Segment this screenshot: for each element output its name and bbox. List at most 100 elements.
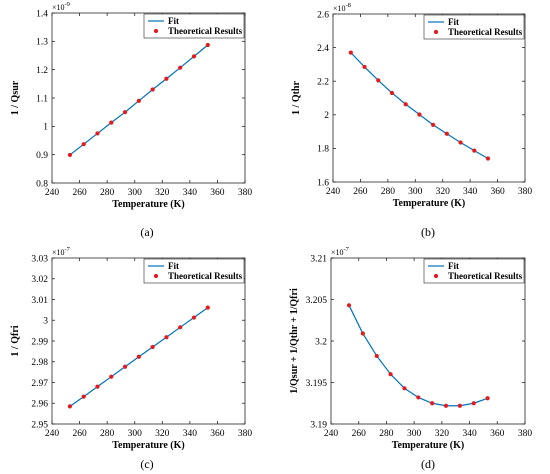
data-point [417, 112, 422, 117]
data-point [122, 110, 128, 115]
y-axis-exponent: ×10-7 [52, 246, 71, 257]
x-tick-label: 360 [210, 429, 225, 439]
data-point [150, 87, 155, 92]
x-tick-label: 320 [436, 187, 451, 197]
panel-caption: (c) [140, 457, 153, 471]
data-point [416, 395, 421, 400]
y-tick-label: 1.6 [317, 178, 329, 188]
legend-box [423, 258, 525, 284]
x-tick-label: 300 [407, 429, 422, 439]
panel-caption: (a) [140, 225, 153, 239]
y-tick-label: 3.19 [310, 420, 327, 430]
x-tick-label: 380 [238, 429, 253, 439]
y-tick-label: 2.97 [31, 379, 48, 389]
data-point [67, 152, 73, 158]
y-tick-label: 3.195 [306, 379, 328, 389]
x-tick-label: 280 [379, 429, 394, 439]
y-tick-label: 3 [43, 317, 48, 327]
fit-line [350, 52, 489, 159]
data-point [485, 396, 490, 401]
x-tick-label: 380 [238, 188, 253, 198]
data-point [443, 403, 449, 408]
legend-fit-label: Fit [168, 261, 179, 271]
chart-panel-1: 240 260 280 300 320 340 360 380 0.8 0.9 1 1.1 1.2 1.3… [10, 1, 252, 239]
data-point [205, 42, 210, 48]
data-point [136, 98, 141, 103]
data-point [191, 315, 197, 320]
data-point [95, 384, 100, 389]
y-axis-exponent: ×10-7 [331, 246, 350, 257]
x-tick-label: 300 [128, 188, 143, 198]
y-tick-label: 1.3 [36, 38, 48, 48]
y-axis-title: 1 / Qsur [10, 80, 21, 115]
y-tick-label: 3.03 [31, 254, 48, 264]
y-tick-label: 1.8 [317, 145, 329, 155]
y-tick-label: 2.2 [317, 78, 329, 88]
data-point [362, 64, 367, 70]
plot-frame [51, 12, 246, 184]
data-point [122, 364, 128, 369]
x-tick-label: 340 [463, 187, 478, 197]
legend-theory-label: Theoretical Results [168, 271, 243, 281]
legend-fit-label: Fit [448, 261, 459, 271]
panel-caption: (d) [421, 457, 435, 471]
y-tick-label: 3.02 [31, 275, 48, 285]
y-axis-exponent-power: -7 [344, 246, 350, 253]
data-point [471, 401, 476, 406]
data-point [360, 331, 365, 336]
y-tick-label: 1.2 [36, 66, 48, 76]
x-tick-label: 360 [490, 429, 505, 439]
data-point [457, 403, 462, 408]
legend-theory-label: Theoretical Results [448, 271, 523, 281]
data-point [402, 386, 407, 391]
data-point [430, 401, 435, 406]
legend-theory-label: Theoretical Results [448, 27, 523, 37]
y-axis-exponent-power: -8 [346, 2, 351, 9]
x-tick-label: 380 [518, 429, 533, 439]
x-tick-label: 280 [381, 187, 396, 197]
legend-box [143, 13, 245, 39]
y-tick-label: 2.99 [31, 337, 48, 347]
y-tick-label: 1.4 [36, 9, 48, 19]
data-point [444, 131, 449, 136]
y-tick-label: 2.98 [31, 358, 48, 368]
y-tick-label: 2.96 [31, 400, 48, 410]
data-point [81, 142, 86, 147]
x-axis-title: Temperature (K) [393, 198, 466, 209]
x-tick-label: 300 [128, 429, 143, 439]
data-point [458, 140, 463, 145]
data-point [178, 325, 183, 330]
fit-line [348, 305, 488, 407]
data-point [346, 303, 352, 308]
panel-caption: (b) [421, 225, 435, 239]
data-point [136, 354, 141, 359]
data-point [431, 122, 436, 127]
data-point [205, 305, 210, 310]
legend-theory-swatch [433, 273, 439, 279]
x-tick-label: 340 [183, 429, 198, 439]
x-tick-label: 360 [210, 188, 225, 198]
y-tick-label: 0.9 [36, 151, 48, 161]
y-tick-label: 1 [43, 123, 48, 133]
legend-theory-label: Theoretical Results [168, 26, 243, 36]
x-axis-title: Temperature (K) [392, 440, 465, 451]
legend-fit-label: Fit [168, 16, 179, 26]
y-tick-label: 2 [324, 111, 329, 121]
data-point [164, 76, 169, 81]
x-tick-label: 360 [490, 187, 505, 197]
y-axis-title: 1/Qsur + 1/Qthr + 1/Qfri [289, 288, 300, 394]
y-tick-label: 2.95 [31, 420, 48, 430]
data-point [109, 374, 114, 379]
y-axis-exponent-power: -7 [65, 246, 71, 253]
data-point [81, 394, 86, 399]
y-axis-exponent: ×10-8 [333, 2, 351, 13]
legend-box [423, 14, 525, 40]
x-tick-label: 340 [183, 188, 198, 198]
x-tick-label: 380 [518, 187, 533, 197]
data-point [376, 78, 381, 83]
